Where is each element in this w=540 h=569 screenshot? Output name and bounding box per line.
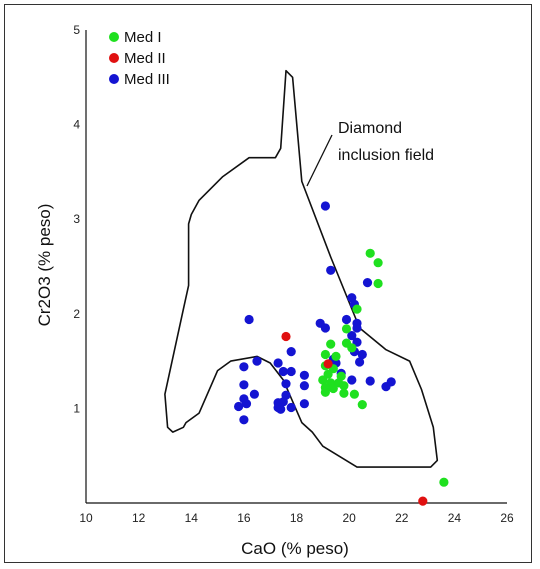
point-med-iii xyxy=(239,380,249,390)
point-med-iii xyxy=(381,382,391,392)
x-tick-label: 12 xyxy=(132,511,146,525)
y-tick-label: 1 xyxy=(73,401,80,415)
x-tick-label: 26 xyxy=(500,511,514,525)
y-tick-label: 5 xyxy=(73,23,80,37)
point-med-i xyxy=(339,381,349,391)
point-med-i xyxy=(439,477,449,487)
point-med-iii xyxy=(286,402,296,413)
point-med-i xyxy=(339,388,349,398)
point-med-iii xyxy=(252,356,262,366)
point-med-i xyxy=(373,258,383,268)
point-med-ii xyxy=(281,331,291,342)
legend-label: Med II xyxy=(124,50,166,67)
legend-marker xyxy=(109,53,119,63)
point-med-iii xyxy=(365,376,375,386)
field-outline xyxy=(164,69,439,468)
x-tick-label: 24 xyxy=(448,511,462,525)
point-med-iii xyxy=(357,349,367,360)
legend: Med I Med II Med III xyxy=(109,29,170,88)
point-med-iii xyxy=(299,381,309,391)
point-med-i xyxy=(365,248,375,258)
point-med-i xyxy=(341,324,352,334)
point-med-i xyxy=(349,389,359,399)
point-med-iii xyxy=(278,366,288,377)
point-med-i xyxy=(318,375,328,385)
x-tick-label: 22 xyxy=(395,511,409,525)
point-med-iii xyxy=(355,357,365,367)
point-med-iii xyxy=(326,265,336,275)
point-med-iii xyxy=(239,415,249,425)
figure-frame xyxy=(4,4,532,563)
point-med-iii xyxy=(244,314,254,325)
annotation-line-2: inclusion field xyxy=(338,147,434,164)
legend-marker xyxy=(109,74,119,84)
point-med-iii xyxy=(299,370,309,380)
point-med-i xyxy=(326,339,336,349)
legend-label: Med III xyxy=(124,71,170,88)
x-tick-label: 18 xyxy=(290,511,304,525)
x-axis-label: CaO (% peso) xyxy=(241,539,349,558)
legend-marker xyxy=(109,32,119,42)
axes xyxy=(85,30,507,504)
point-med-iii xyxy=(362,278,373,288)
point-med-i xyxy=(347,343,357,353)
point-med-iii xyxy=(239,362,249,372)
point-med-iii xyxy=(341,314,352,325)
y-tick-label: 2 xyxy=(73,307,80,321)
point-med-ii xyxy=(418,496,428,506)
data-points xyxy=(234,201,449,506)
point-med-iii xyxy=(273,358,283,368)
point-med-iii xyxy=(299,399,309,409)
x-tick-label: 20 xyxy=(342,511,356,525)
x-tick-label: 10 xyxy=(79,511,93,525)
point-med-iii xyxy=(276,404,286,414)
point-med-i xyxy=(320,349,330,360)
point-med-iii xyxy=(320,323,330,333)
point-med-ii xyxy=(323,359,333,369)
point-med-iii xyxy=(241,399,252,409)
point-med-iii xyxy=(347,375,357,385)
point-med-iii xyxy=(249,389,259,399)
y-tick-label: 4 xyxy=(73,118,80,132)
x-tick-label: 16 xyxy=(237,511,251,525)
point-med-iii xyxy=(281,379,291,389)
point-med-i xyxy=(373,278,383,289)
point-med-iii xyxy=(320,201,330,211)
point-med-i xyxy=(328,383,338,394)
point-med-i xyxy=(331,351,341,361)
diamond-inclusion-field xyxy=(164,69,439,468)
point-med-iii xyxy=(286,366,296,377)
x-tick-label: 14 xyxy=(185,511,199,525)
annotation-line-1: Diamond xyxy=(338,120,402,137)
y-axis-label: Cr2O3 (% peso) xyxy=(35,204,54,327)
y-tick-label: 3 xyxy=(73,212,80,226)
point-med-iii xyxy=(347,331,357,341)
point-med-i xyxy=(357,400,367,410)
annotation-leader-line xyxy=(306,134,333,187)
point-med-i xyxy=(320,387,330,397)
legend-label: Med I xyxy=(124,29,162,46)
point-med-iii xyxy=(286,347,296,357)
point-med-i xyxy=(352,304,362,314)
point-med-iii xyxy=(234,401,244,412)
point-med-iii xyxy=(352,323,362,333)
